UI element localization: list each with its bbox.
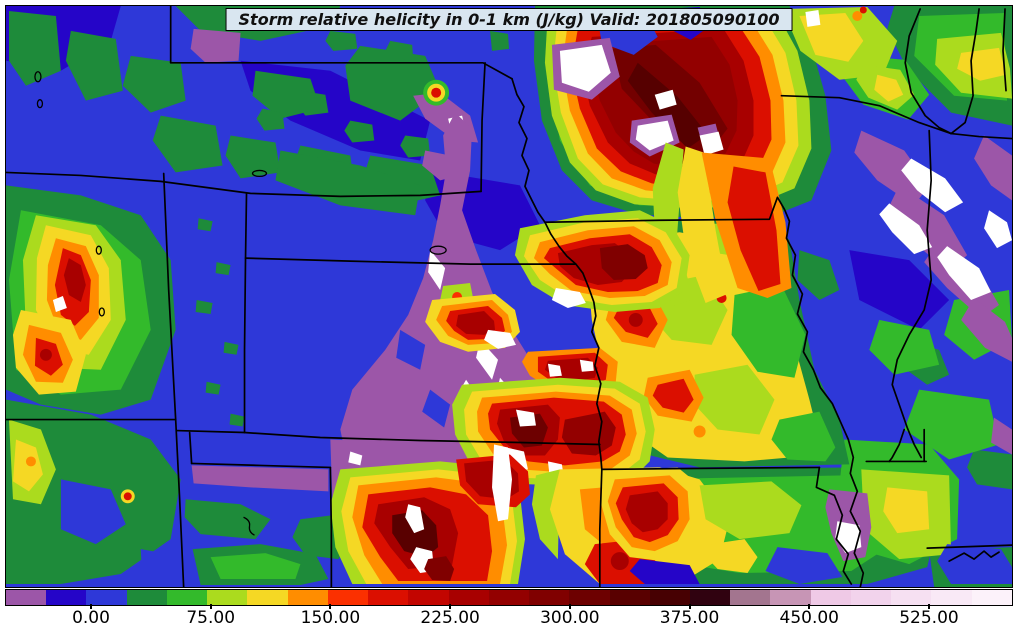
colorbar-cell bbox=[126, 590, 167, 605]
colorbar-cell bbox=[408, 590, 449, 605]
colorbar-cell bbox=[649, 590, 690, 605]
colorbar-cell bbox=[891, 590, 932, 605]
colorbar-cell bbox=[689, 590, 731, 605]
colorbar-tick-label: 375.00 bbox=[659, 608, 720, 628]
lakes bbox=[34, 71, 447, 536]
plot-title: Storm relative helicity in 0-1 km (J/kg)… bbox=[225, 8, 793, 31]
colorbar-cell bbox=[448, 590, 489, 605]
colorbar-cell bbox=[850, 590, 892, 605]
colorbar-cell bbox=[770, 590, 811, 605]
colorbar-cell bbox=[247, 590, 288, 605]
state-borders bbox=[6, 6, 1012, 587]
colorbar-tick bbox=[209, 604, 212, 609]
colorbar-tick-label: 0.00 bbox=[72, 608, 110, 628]
colorbar-cell bbox=[810, 590, 851, 605]
colorbar-tick bbox=[568, 604, 571, 609]
colorbar-cell bbox=[488, 590, 530, 605]
colorbar-cell bbox=[730, 590, 771, 605]
colorbar-tick bbox=[90, 604, 92, 609]
helicity-map bbox=[6, 6, 1012, 587]
colorbar-tick bbox=[329, 604, 332, 609]
colorbar-cell bbox=[46, 590, 87, 605]
colorbar-cell bbox=[287, 590, 328, 605]
colorbar-tick bbox=[688, 604, 691, 609]
colorbar-cell bbox=[971, 590, 1012, 605]
map-frame: Storm relative helicity in 0-1 km (J/kg)… bbox=[5, 5, 1013, 588]
colorbar-tick-label: 525.00 bbox=[899, 608, 959, 628]
colorbar-cell bbox=[86, 590, 127, 605]
helicity-field bbox=[6, 6, 1012, 587]
colorbar-cell bbox=[529, 590, 570, 605]
colorbar-tick bbox=[808, 604, 811, 609]
colorbar-tick bbox=[927, 604, 930, 609]
colorbar-tick-label: 225.00 bbox=[420, 608, 480, 628]
colorbar-cell bbox=[207, 590, 248, 605]
colorbar-cell bbox=[166, 590, 208, 605]
colorbar-cell bbox=[931, 590, 972, 605]
colorbar-cell bbox=[327, 590, 369, 605]
colorbar-tick-label: 150.00 bbox=[300, 608, 361, 628]
colorbar-cell bbox=[609, 590, 650, 605]
plot-title-text: Storm relative helicity in 0-1 km (J/kg)… bbox=[238, 10, 780, 29]
colorbar bbox=[5, 589, 1013, 606]
colorbar-cell bbox=[569, 590, 610, 605]
colorbar-cell bbox=[368, 590, 409, 605]
colorbar-cell bbox=[6, 590, 47, 605]
colorbar-tick bbox=[449, 604, 452, 609]
colorbar-tick-label: 75.00 bbox=[186, 608, 236, 628]
colorbar-tick-label: 450.00 bbox=[779, 608, 839, 628]
colorbar-tick-label: 300.00 bbox=[540, 608, 600, 628]
